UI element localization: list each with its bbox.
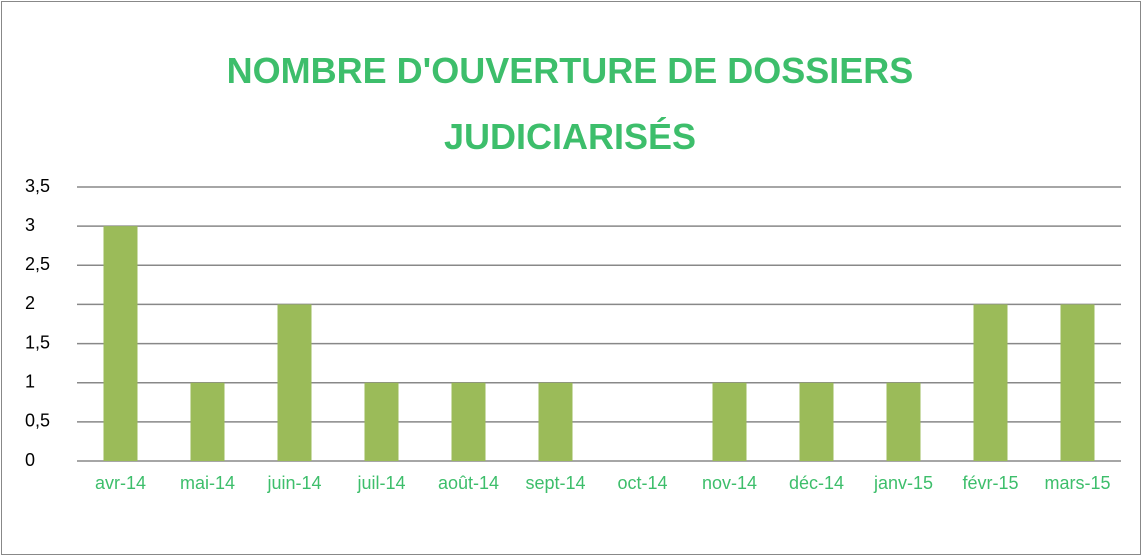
x-tick-label: mars-15 [1044,473,1111,493]
bar [1060,304,1095,461]
bar [973,304,1008,461]
x-tick-label: août-14 [437,473,500,493]
bar [277,304,312,461]
chart-title: NOMBRE D'OUVERTURE DE DOSSIERS JUDICIARI… [226,50,914,157]
x-tick-label: janv-15 [873,473,934,493]
y-tick-label: 3,5 [25,176,50,196]
bar [712,382,747,461]
y-tick-label: 2 [25,293,35,313]
x-tick-label: oct-14 [617,473,668,493]
y-tick-label: 3 [25,215,35,235]
bar [886,382,921,461]
x-tick-label: juil-14 [357,473,406,493]
bar [799,382,834,461]
y-tick-label: 1,5 [25,332,50,352]
x-tick-label: mai-14 [179,473,236,493]
bar [364,382,399,461]
y-tick-label: 2,5 [25,254,50,274]
x-tick-label: nov-14 [701,473,758,493]
x-tick-label: sept-14 [525,473,586,493]
x-tick-label: févr-15 [962,473,1019,493]
x-tick-label: déc-14 [788,473,845,493]
bar [451,382,486,461]
y-tick-label: 1 [25,371,35,391]
bar [190,382,225,461]
bar [538,382,573,461]
x-tick-label: juin-14 [267,473,322,493]
y-tick-label: 0,5 [25,411,50,431]
x-tick-label: avr-14 [94,473,147,493]
y-tick-label: 0 [25,450,35,470]
bar [103,226,138,461]
